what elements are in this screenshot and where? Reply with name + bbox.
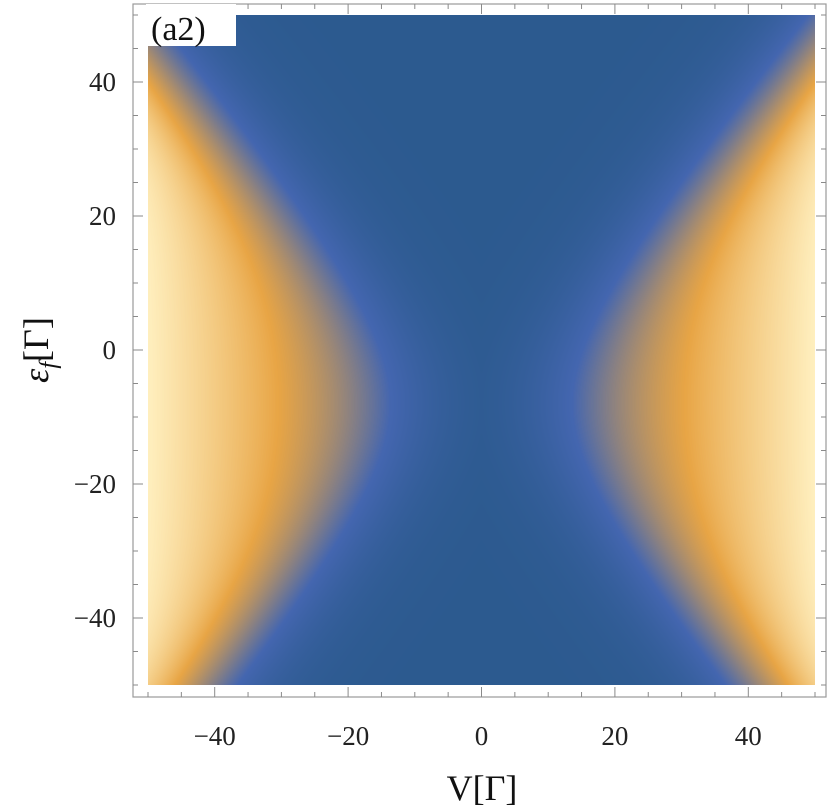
- y-axis-label-unit: [Γ]: [16, 317, 56, 362]
- y-axis-label-sub: f: [36, 359, 62, 369]
- axis-ticks: [133, 4, 826, 697]
- y-tick-label: 20: [89, 201, 116, 231]
- y-axis-label: εf[Γ]: [16, 317, 62, 383]
- y-tick-labels: −40 −20 0 20 40: [74, 67, 116, 633]
- y-tick-label: −40: [74, 603, 116, 633]
- x-tick-label: 0: [475, 721, 489, 751]
- x-tick-label: −20: [327, 721, 369, 751]
- x-axis-label: V[Γ]: [447, 768, 518, 808]
- y-tick-label: 0: [103, 335, 117, 365]
- y-tick-label: 40: [89, 67, 116, 97]
- x-tick-label: −40: [194, 721, 236, 751]
- panel-label-bg: [146, 4, 236, 46]
- heatmap-image: [148, 15, 815, 685]
- x-tick-label: 40: [735, 721, 762, 751]
- x-tick-labels: −40 −20 0 20 40: [194, 721, 762, 751]
- x-tick-label: 20: [601, 721, 628, 751]
- y-tick-label: −20: [74, 469, 116, 499]
- panel-label: (a2): [151, 11, 206, 48]
- y-axis-label-main: ε: [16, 368, 56, 383]
- heatmap-surface: [148, 15, 815, 685]
